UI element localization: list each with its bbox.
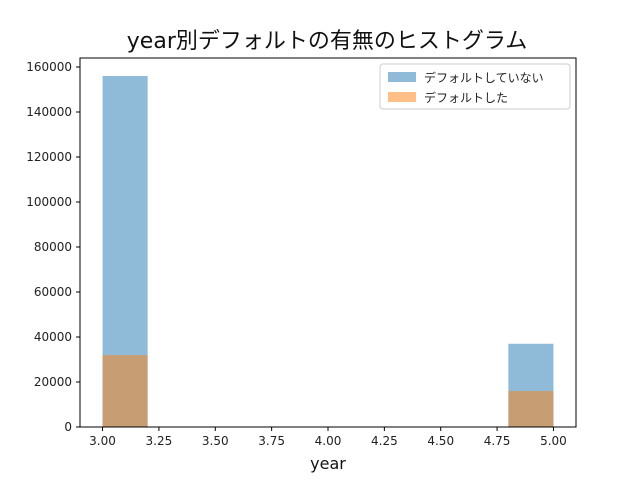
x-tick-label: 5.00: [540, 434, 567, 448]
x-axis-ticks: 3.00 3.25 3.50 3.75 4.00 4.25 4.50 4.75 5.00: [89, 427, 567, 448]
legend-label-0: デフォルトしていない: [424, 70, 544, 85]
bar-series1-bin1: [508, 391, 554, 427]
legend-swatch-1: [388, 92, 416, 102]
bars-group: [102, 76, 554, 427]
y-tick-label: 20000: [34, 375, 72, 389]
x-tick-label: 4.25: [371, 434, 398, 448]
y-axis-ticks: 0 20000 40000 60000 80000 100000 120000 140000 1…: [26, 60, 80, 434]
y-tick-label: 160000: [26, 60, 72, 74]
y-tick-label: 80000: [34, 240, 72, 254]
x-axis-title: year: [310, 454, 346, 473]
legend-box: [379, 63, 571, 110]
legend-swatch-0: [388, 72, 416, 82]
bar-series1-bin0: [102, 355, 148, 427]
y-tick-label: 0: [64, 420, 72, 434]
y-tick-label: 120000: [26, 150, 72, 164]
y-tick-label: 40000: [34, 330, 72, 344]
y-tick-label: 140000: [26, 105, 72, 119]
legend-label-1: デフォルトした: [424, 90, 508, 105]
x-tick-label: 4.50: [427, 434, 454, 448]
x-tick-label: 3.00: [89, 434, 116, 448]
y-tick-label: 100000: [26, 195, 72, 209]
x-tick-label: 4.00: [315, 434, 342, 448]
x-tick-label: 3.50: [202, 434, 229, 448]
chart-title: year別デフォルトの有無のヒストグラム: [127, 29, 527, 54]
x-tick-label: 3.25: [146, 434, 173, 448]
x-tick-label: 4.75: [484, 434, 511, 448]
x-tick-label: 3.75: [258, 434, 285, 448]
y-tick-label: 60000: [34, 285, 72, 299]
axes-frame: [79, 57, 577, 428]
